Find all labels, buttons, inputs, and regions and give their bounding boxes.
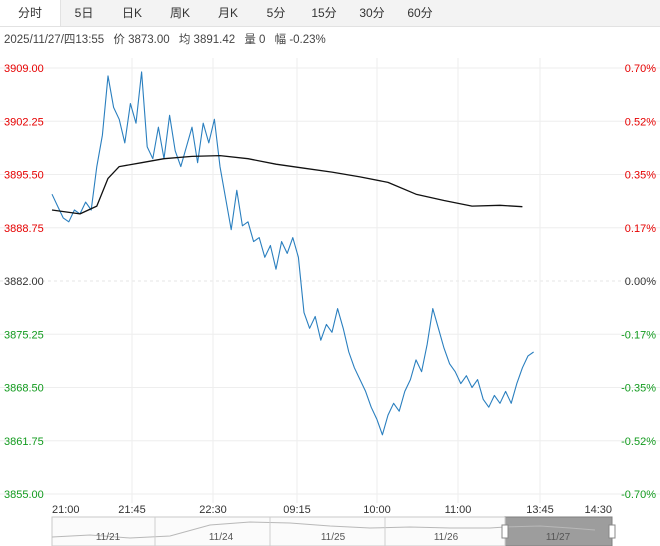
navigator-handle[interactable] [501, 524, 509, 539]
pct-tick-label: 0.17% [625, 223, 656, 235]
pct-tick-label: 0.00% [625, 276, 656, 288]
x-tick-label: 10:00 [363, 504, 391, 516]
pct-tick-label: 0.52% [625, 116, 656, 128]
tab-4[interactable]: 月K [217, 6, 238, 20]
pct-tick-label: 0.70% [625, 63, 656, 75]
y-tick-label: 3888.75 [4, 223, 44, 235]
navigator-date-label: 11/25 [321, 532, 346, 543]
tab-1[interactable]: 5日 [74, 6, 94, 20]
info-volume: 量 0 [244, 34, 266, 46]
navigator-line [51, 521, 596, 539]
y-tick-label: 3882.00 [4, 276, 44, 288]
pct-tick-label: -0.17% [621, 329, 656, 341]
tab-2[interactable]: 日K [121, 6, 142, 20]
pct-tick-label: 0.35% [625, 170, 656, 182]
y-tick-label: 3909.00 [4, 63, 44, 75]
period-tab-bar: 分时 5日 日K 周K 月K 5分 15分 30分 60分 [0, 0, 660, 27]
navigator-date-label: 11/26 [434, 532, 459, 543]
tab-5[interactable]: 5分 [266, 6, 286, 20]
tab-6[interactable]: 15分 [311, 6, 337, 20]
pct-tick-label: -0.35% [621, 383, 656, 395]
tab-7[interactable]: 30分 [359, 6, 385, 20]
info-change: 幅 -0.23% [274, 34, 326, 46]
price-line [51, 71, 534, 436]
x-tick-label: 14:30 [584, 504, 612, 516]
x-tick-label: 13:45 [526, 504, 554, 516]
info-avg: 均 3891.42 [178, 34, 236, 46]
navigator-date-label: 11/27 [546, 532, 571, 543]
x-tick-label: 21:00 [52, 504, 80, 516]
y-tick-label: 3868.50 [4, 383, 44, 395]
info-datetime: 2025/11/27/四13:55 [4, 34, 105, 46]
x-tick-label: 22:30 [199, 504, 227, 516]
y-tick-label: 3875.25 [4, 329, 44, 341]
x-tick-label: 21:45 [118, 504, 146, 516]
average-line [51, 154, 523, 215]
quote-info-bar: 2025/11/27/四13:55 价 3873.00 均 3891.42 量 … [4, 31, 332, 49]
navigator-handle[interactable] [608, 524, 616, 539]
navigator-date-label: 11/21 [96, 532, 121, 543]
tab-0[interactable]: 分时 [0, 0, 61, 26]
pct-tick-label: -0.70% [621, 489, 656, 501]
tab-8[interactable]: 60分 [407, 6, 433, 20]
tab-3[interactable]: 周K [169, 6, 190, 20]
info-price: 价 3873.00 [113, 34, 170, 46]
pct-tick-label: -0.52% [621, 436, 656, 448]
navigator-date-label: 11/24 [209, 532, 234, 543]
y-tick-label: 3861.75 [4, 436, 44, 448]
y-tick-label: 3902.25 [4, 116, 44, 128]
x-tick-label: 11:00 [445, 504, 472, 516]
x-tick-label: 09:15 [283, 504, 311, 516]
y-tick-label: 3855.00 [4, 489, 44, 501]
y-tick-label: 3895.50 [4, 170, 44, 182]
